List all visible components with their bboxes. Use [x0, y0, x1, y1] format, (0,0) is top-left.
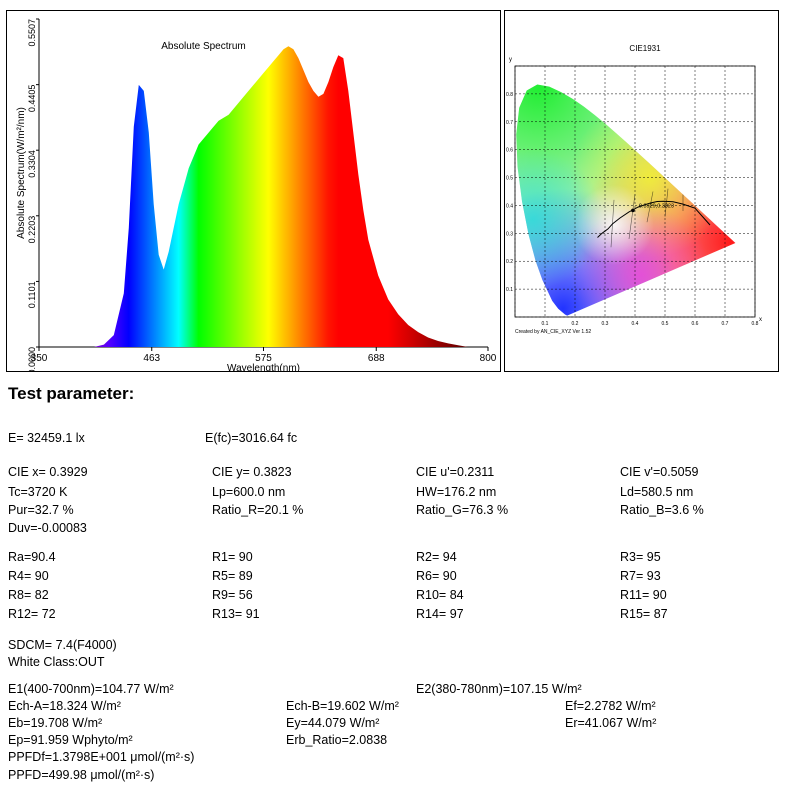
cie-frame	[514, 65, 756, 318]
isotemp-line	[628, 194, 636, 239]
param-r15: R15= 87	[620, 607, 668, 621]
y-tick-label: 0.0000	[27, 347, 37, 371]
cie-y-tick-label: 0.4	[506, 203, 513, 209]
spectrum-area	[93, 46, 469, 347]
param-r5: R5= 89	[212, 569, 253, 583]
param-cie-u: CIE u'=0.2311	[416, 465, 495, 479]
param-er: Er=41.067 W/m²	[565, 716, 657, 730]
param-cie-x: CIE x= 0.3929	[8, 465, 88, 479]
param-ratio-g: Ratio_G=76.3 %	[416, 503, 509, 517]
y-tick-label-group: 0.5507	[27, 19, 37, 47]
y-tick-label: 0.2203	[27, 216, 37, 244]
spectrum-title: Absolute Spectrum	[161, 41, 246, 52]
y-tick-label-group: 0.3304	[27, 150, 37, 178]
param-r11: R11= 90	[620, 588, 667, 602]
cie-x-tick-label: 0.7	[722, 321, 729, 327]
param-e1: E1(400-700nm)=104.77 W/m²	[8, 682, 174, 696]
param-erb-ratio: Erb_Ratio=2.0838	[286, 733, 388, 747]
cie-y-tick-label: 0.1	[506, 287, 513, 293]
cie-x-tick-label: 0.2	[572, 321, 579, 327]
spectrum-chart: 350 463 575 688 800 0.0000 0.1101 0.2203 0.3304 0…	[16, 18, 497, 375]
cie-title: CIE1931	[629, 44, 661, 53]
cie-y-tick-label: 0.3	[506, 231, 513, 237]
param-r4: R4= 90	[8, 569, 49, 583]
cie-panel: CIE1931 y x 0.3929,0.3823 0.1 0.2 0.3 0.4 0.5 0.6…	[504, 10, 779, 372]
spectrum-ylabel: Absolute Spectrum(W/m²/nm)	[16, 107, 27, 239]
cie-footer: Created by AN_CIE_XYZ Ver 1.52	[515, 329, 591, 335]
param-ppfdf: PPFDf=1.3798E+001 μmol/(m²·s)	[8, 750, 195, 764]
param-r2: R2= 94	[416, 550, 457, 564]
x-tick-label: 575	[255, 353, 272, 364]
param-white-class: White Class:OUT	[8, 655, 105, 669]
param-r10: R10= 84	[416, 588, 464, 602]
param-ratio-r: Ratio_R=20.1 %	[212, 503, 304, 517]
cie-x-tick-label: 0.1	[542, 321, 549, 327]
measured-point-label: 0.3929,0.3823	[639, 203, 674, 209]
param-duv: Duv=-0.00083	[8, 521, 87, 535]
y-tick-label-group: 0.1101	[27, 281, 37, 308]
planckian-locus	[597, 200, 711, 238]
param-e: E= 32459.1 lx	[8, 431, 85, 445]
isotemp-line	[664, 188, 669, 217]
cie-y-tick-label: 0.5	[506, 176, 513, 182]
param-ech-b: Ech-B=19.602 W/m²	[286, 699, 399, 713]
param-tc: Tc=3720 K	[8, 485, 68, 499]
cie-x-tick-label: 0.5	[662, 321, 669, 327]
y-tick-label: 0.5507	[27, 19, 37, 47]
y-tick-label: 0.1101	[27, 281, 37, 308]
param-ppfd: PPFD=499.98 μmol/(m²·s)	[8, 768, 155, 782]
cie-x-tick-label: 0.4	[632, 321, 639, 327]
x-tick-label: 688	[368, 353, 385, 364]
param-cie-v: CIE v'=0.5059	[620, 465, 699, 479]
y-tick-label: 0.4405	[27, 85, 37, 113]
param-r1: R1= 90	[212, 550, 253, 564]
x-tick-label: 463	[143, 353, 160, 364]
param-r8: R8= 82	[8, 588, 49, 602]
x-tick-label: 350	[31, 353, 48, 364]
param-eb: Eb=19.708 W/m²	[8, 716, 103, 730]
param-pur: Pur=32.7 %	[8, 503, 74, 517]
x-tick-label: 800	[480, 353, 497, 364]
param-hw: HW=176.2 nm	[416, 485, 497, 499]
y-tick-label-group: 0.4405	[27, 85, 37, 113]
cie-y-tick-label: 0.8	[506, 92, 513, 98]
cie-y-tick-label: 0.7	[506, 120, 513, 126]
cie-y-tick-label: 0.6	[506, 148, 513, 154]
param-r6: R6= 90	[416, 569, 457, 583]
param-r9: R9= 56	[212, 588, 253, 602]
param-r3: R3= 95	[620, 550, 661, 564]
param-r7: R7= 93	[620, 569, 661, 583]
param-r12: R12= 72	[8, 607, 56, 621]
param-efc: E(fc)=3016.64 fc	[205, 431, 298, 445]
param-ratio-b: Ratio_B=3.6 %	[620, 503, 704, 517]
param-ech-a: Ech-A=18.324 W/m²	[8, 699, 121, 713]
param-sdcm: SDCM= 7.4(F4000)	[8, 638, 117, 652]
param-ra: Ra=90.4	[8, 550, 56, 564]
spectrum-panel: 350 463 575 688 800 0.0000 0.1101 0.2203 0.3304 0…	[6, 10, 501, 375]
param-cie-y: CIE y= 0.3823	[212, 465, 292, 479]
isotemp-line	[646, 191, 654, 223]
cie-ylabel: y	[509, 57, 512, 63]
param-ld: Ld=580.5 nm	[620, 485, 694, 499]
cie-x-tick-label: 0.8	[752, 321, 759, 327]
param-lp: Lp=600.0 nm	[212, 485, 286, 499]
param-ep: Ep=91.959 Wphyto/m²	[8, 733, 133, 747]
cie-chart: CIE1931 y x 0.3929,0.3823 0.1 0.2 0.3 0.4 0.5 0.6…	[506, 44, 762, 335]
param-ef: Ef=2.2782 W/m²	[565, 699, 656, 713]
cie-x-tick-label: 0.3	[602, 321, 609, 327]
y-tick-label-group: 0.0000	[27, 347, 37, 375]
spectrum-xlabel: Wavelength(nm)	[227, 363, 300, 371]
param-r13: R13= 91	[212, 607, 260, 621]
measured-point	[631, 208, 635, 213]
cie-y-tick-label: 0.2	[506, 259, 513, 265]
param-e2: E2(380-780nm)=107.15 W/m²	[416, 682, 582, 696]
cie-x-tick-label: 0.6	[692, 321, 699, 327]
spectrum-ylabel-group: Absolute Spectrum(W/m²/nm)	[16, 107, 27, 239]
cie-xlabel: x	[759, 317, 762, 323]
param-ey: Ey=44.079 W/m²	[286, 716, 380, 730]
test-parameter-heading: Test parameter:	[8, 384, 135, 403]
param-r14: R14= 97	[416, 607, 464, 621]
y-tick-label: 0.3304	[27, 150, 37, 178]
y-tick-label-group: 0.2203	[27, 216, 37, 244]
